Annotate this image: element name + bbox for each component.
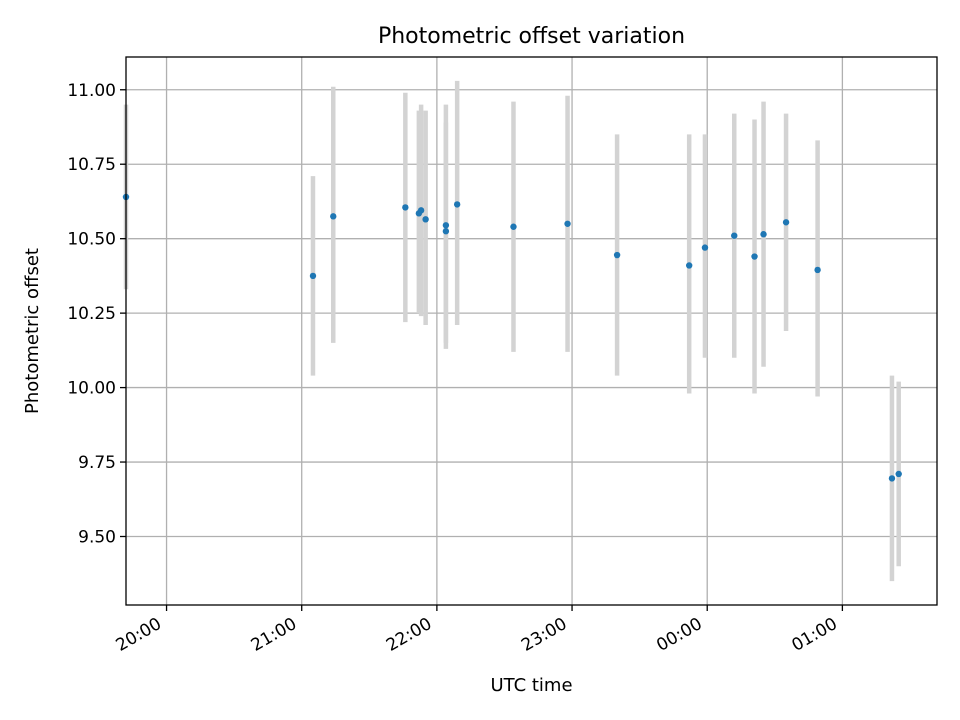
data-point [417, 207, 425, 214]
data-point [613, 251, 621, 259]
x-tick-label: 23:00 [518, 614, 570, 656]
y-tick-label: 10.00 [67, 379, 116, 399]
data-point [442, 222, 450, 229]
y-tick-label: 10.50 [67, 230, 116, 250]
data-point [442, 228, 450, 235]
y-tick-label: 9.75 [78, 453, 116, 473]
data-point [422, 216, 429, 223]
data-point [701, 244, 709, 251]
x-tick-label: 01:00 [788, 614, 840, 656]
data-point [685, 262, 693, 269]
data-point [309, 272, 317, 280]
x-tick-label: 21:00 [248, 614, 300, 656]
x-tick-label: 22:00 [383, 614, 435, 656]
data-point [814, 266, 821, 274]
data-point [888, 475, 896, 482]
y-tick-label: 11.00 [67, 81, 116, 101]
data-point [330, 213, 337, 220]
x-axis-label: UTC time [490, 675, 572, 696]
data-point [510, 223, 517, 230]
data-point [782, 219, 790, 226]
plot-frame [125, 56, 938, 606]
data-point [564, 220, 571, 227]
chart-title: Photometric offset variation [378, 24, 685, 49]
y-axis-label: Photometric offset [22, 248, 43, 414]
data-point [402, 204, 409, 211]
y-tick-label: 10.25 [67, 304, 116, 324]
y-tick-label: 9.50 [78, 528, 116, 548]
x-tick-label: 00:00 [653, 614, 705, 656]
y-tick-label: 10.75 [67, 155, 116, 175]
data-point [751, 253, 758, 260]
data-point [895, 470, 902, 478]
data-point [453, 201, 461, 208]
data-point [760, 231, 767, 238]
data-point [731, 232, 738, 239]
x-tick-label: 20:00 [113, 614, 165, 656]
